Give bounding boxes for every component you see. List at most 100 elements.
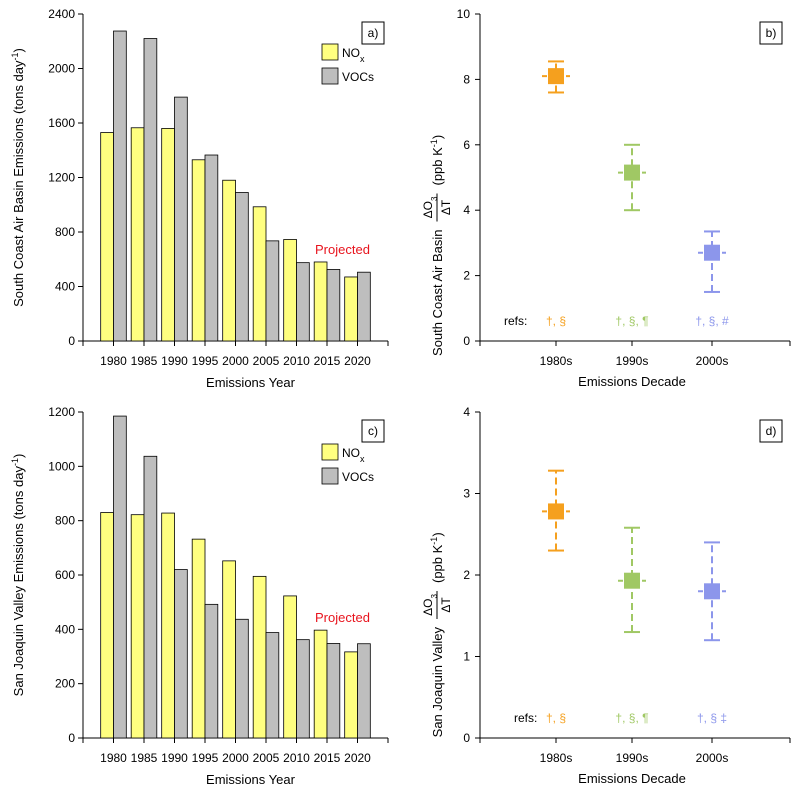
legend-label-voc: VOCs: [342, 470, 374, 484]
x-tick-label-2010: 2010: [283, 354, 310, 368]
bar-vocs-2000: [235, 192, 249, 342]
y-tick-label: 0: [68, 334, 75, 348]
y-axis-title-sup: -1: [10, 52, 20, 60]
delta-num-sub: 3: [430, 196, 439, 201]
bar-vocs-2010: [296, 262, 310, 342]
point-1990s: [624, 572, 640, 589]
bar-vocs-2020: [357, 643, 371, 739]
y-tick-label: 600: [55, 568, 75, 582]
bar-nox-1990: [161, 512, 175, 739]
x-tick-label-2015: 2015: [314, 354, 341, 368]
y-tick-label: 800: [55, 514, 75, 528]
panel-tag-box-1: [759, 21, 783, 45]
bar-vocs-1995: [204, 154, 219, 342]
x-tick-label-1995: 1995: [192, 354, 219, 368]
bar-vocs-2010: [296, 639, 310, 739]
legend-nox-main: NO: [342, 46, 360, 60]
x-tick-label-1990: 1990: [161, 354, 188, 368]
bar-vocs-2005: [265, 240, 280, 342]
refs-1980s: †, §: [546, 314, 566, 328]
legend: NOx VOCs: [321, 443, 374, 485]
projected-annotation: Projected: [315, 242, 370, 257]
x-tick-label-1990s: 1990s: [616, 751, 649, 765]
y-axis-title-delta-num: ΔO3: [421, 196, 439, 218]
panel-tag-label-2: c): [368, 424, 378, 438]
legend-label-nox: NOx: [342, 46, 365, 64]
bar-nox-1995: [191, 538, 206, 739]
x-tick-label-1985: 1985: [131, 751, 158, 765]
x-tick-label-1980s: 1980s: [540, 354, 573, 368]
legend-nox-sub: x: [360, 454, 365, 464]
x-tick-label-1980s: 1980s: [540, 751, 573, 765]
bar-nox-2015: [313, 629, 328, 739]
bar-nox-1985: [130, 127, 145, 342]
y-tick-label: 1200: [48, 405, 75, 419]
bar-nox-1990: [161, 128, 175, 342]
x-axis-title: Emissions Year: [206, 375, 296, 390]
legend-swatch-nox: [321, 443, 339, 461]
y-tick-label: 8: [463, 72, 470, 86]
y-axis-title-sup: -1: [10, 458, 20, 466]
y-axis-title-end: ): [11, 48, 26, 52]
bar-vocs-2015: [326, 643, 341, 739]
y-tick-label: 3: [463, 487, 470, 501]
y-tick-label: 2: [463, 568, 470, 582]
x-tick-label-2000: 2000: [222, 751, 249, 765]
x-tick-label-1980: 1980: [100, 354, 127, 368]
point-2000s: [704, 244, 720, 261]
x-tick-label-2005: 2005: [253, 354, 280, 368]
point-1980s: [548, 68, 564, 85]
point-1990s: [624, 164, 640, 181]
y-axis-title-delta-num: ΔO3: [421, 594, 439, 616]
bar-vocs-1980: [113, 30, 127, 342]
refs-1990s: †, §, ¶: [615, 314, 648, 328]
x-tick-label-1990: 1990: [161, 751, 188, 765]
bar-nox-2015: [313, 261, 328, 342]
refs-label: refs:: [514, 711, 537, 725]
bar-vocs-2015: [326, 269, 341, 342]
panel-tag-box-2: [361, 419, 385, 443]
y-tick-label: 1000: [48, 459, 75, 473]
y-axis-title-main: San Joaquin Valley Emissions (tons day: [11, 466, 26, 697]
x-tick-label-2000: 2000: [222, 354, 249, 368]
legend-swatch-voc: [321, 467, 339, 485]
y-tick-label: 2000: [48, 62, 75, 76]
x-tick-label-2005: 2005: [253, 751, 280, 765]
refs-1980s: †, §: [546, 711, 566, 725]
y-axis-title-end: ): [11, 454, 26, 458]
y-axis-title: South Coast Air Basin Emissions (tons da…: [10, 48, 26, 307]
bar-vocs-1990: [174, 569, 188, 739]
y-tick-label: 800: [55, 225, 75, 239]
units-main: (ppb K: [430, 544, 445, 583]
y-tick-label: 2: [463, 269, 470, 283]
y-tick-label: 1600: [48, 116, 75, 130]
y-axis-title-delta-den: ΔT: [439, 199, 453, 215]
units-end: ): [430, 532, 445, 536]
y-tick-label: 2400: [48, 7, 75, 21]
y-tick-label: 6: [463, 138, 470, 152]
bar-nox-1995: [191, 159, 206, 342]
refs-label: refs:: [504, 314, 527, 328]
refs-2000s: †, §, #: [695, 314, 729, 328]
refs-1990s: †, §, ¶: [615, 711, 648, 725]
y-axis-title-units: (ppb K-1): [429, 135, 445, 186]
bar-vocs-2020: [357, 271, 371, 342]
legend-label-nox: NOx: [342, 446, 365, 464]
panel-tag-label-1: b): [766, 26, 777, 40]
bar-nox-2020: [344, 651, 358, 739]
x-axis-title: Emissions Decade: [578, 771, 686, 786]
bar-nox-2010: [283, 595, 297, 739]
delta-num-main: ΔO: [421, 599, 435, 616]
y-tick-label: 1200: [48, 171, 75, 185]
x-tick-label-1980: 1980: [100, 751, 127, 765]
bar-nox-2005: [252, 575, 267, 739]
bar-nox-1980: [100, 512, 114, 739]
x-tick-label-1995: 1995: [192, 751, 219, 765]
legend-swatch-nox: [321, 43, 339, 61]
bar-nox-2005: [252, 206, 267, 342]
y-axis-title-units: (ppb K-1): [429, 532, 445, 583]
bar-vocs-1980: [113, 415, 127, 739]
y-tick-label: 200: [55, 677, 75, 691]
